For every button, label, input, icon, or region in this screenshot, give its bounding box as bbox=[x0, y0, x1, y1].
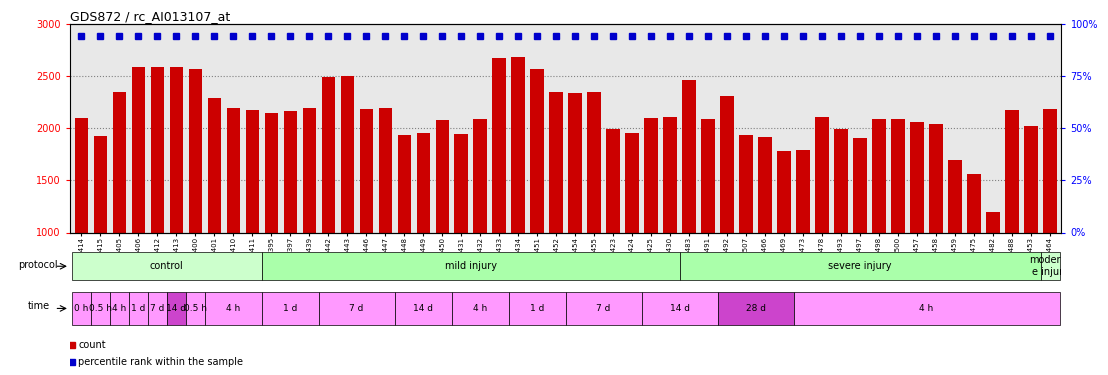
Bar bbox=[72, 252, 261, 280]
Bar bbox=[398, 135, 411, 337]
Bar bbox=[531, 69, 544, 337]
Text: 4 h: 4 h bbox=[920, 304, 934, 313]
Bar bbox=[683, 80, 696, 337]
Text: GDS872 / rc_AI013107_at: GDS872 / rc_AI013107_at bbox=[70, 10, 230, 23]
Text: 4 h: 4 h bbox=[112, 304, 126, 313]
Bar bbox=[379, 108, 392, 337]
Bar bbox=[1025, 126, 1038, 337]
Text: control: control bbox=[150, 261, 184, 271]
Text: 1 d: 1 d bbox=[131, 304, 145, 313]
Bar bbox=[265, 113, 278, 337]
Bar bbox=[911, 122, 924, 337]
Bar bbox=[930, 124, 943, 337]
Bar bbox=[948, 160, 962, 337]
Bar bbox=[664, 117, 677, 337]
Text: protocol: protocol bbox=[19, 260, 59, 270]
Bar bbox=[1005, 110, 1018, 337]
Bar bbox=[587, 92, 601, 337]
Bar bbox=[284, 111, 297, 337]
Bar bbox=[642, 292, 718, 325]
Bar bbox=[967, 174, 981, 337]
Bar bbox=[188, 69, 202, 337]
Bar bbox=[435, 120, 449, 337]
Bar bbox=[110, 292, 129, 325]
Bar bbox=[1044, 109, 1057, 337]
Bar bbox=[701, 119, 715, 337]
Bar bbox=[512, 57, 525, 337]
Bar bbox=[606, 129, 619, 337]
Bar bbox=[492, 58, 505, 337]
Bar bbox=[321, 78, 335, 337]
Bar bbox=[452, 292, 509, 325]
Text: 0.5 h: 0.5 h bbox=[184, 304, 207, 313]
Bar bbox=[565, 292, 642, 325]
Bar bbox=[91, 292, 110, 325]
Text: 14 d: 14 d bbox=[413, 304, 433, 313]
Bar bbox=[815, 117, 829, 337]
Bar bbox=[302, 108, 316, 337]
Bar bbox=[132, 67, 145, 337]
Text: 7 d: 7 d bbox=[349, 304, 363, 313]
Bar bbox=[626, 133, 639, 337]
Text: 7 d: 7 d bbox=[150, 304, 164, 313]
Bar bbox=[568, 93, 582, 337]
Bar bbox=[872, 119, 885, 337]
Bar bbox=[226, 108, 239, 337]
Bar bbox=[739, 135, 752, 337]
Bar bbox=[151, 67, 164, 337]
Bar bbox=[645, 118, 658, 337]
Bar bbox=[718, 292, 793, 325]
Text: 14 d: 14 d bbox=[669, 304, 689, 313]
Bar bbox=[246, 110, 259, 337]
Text: percentile rank within the sample: percentile rank within the sample bbox=[79, 357, 244, 368]
Bar bbox=[778, 152, 791, 337]
Bar bbox=[454, 134, 468, 337]
Bar bbox=[797, 150, 810, 337]
Bar bbox=[74, 118, 88, 337]
Bar bbox=[550, 92, 563, 337]
Bar bbox=[417, 133, 430, 337]
Text: count: count bbox=[79, 340, 106, 350]
Bar bbox=[186, 292, 205, 325]
Bar bbox=[113, 92, 126, 337]
Bar bbox=[205, 292, 261, 325]
Bar bbox=[207, 98, 220, 337]
Bar bbox=[853, 138, 866, 337]
Text: 0 h: 0 h bbox=[74, 304, 89, 313]
Text: 0.5 h: 0.5 h bbox=[89, 304, 112, 313]
Text: mild injury: mild injury bbox=[444, 261, 496, 271]
Bar bbox=[340, 76, 353, 337]
Bar bbox=[359, 109, 372, 337]
Bar bbox=[793, 292, 1059, 325]
Bar bbox=[129, 292, 147, 325]
Text: severe injury: severe injury bbox=[829, 261, 892, 271]
Text: 4 h: 4 h bbox=[226, 304, 240, 313]
Text: 14 d: 14 d bbox=[166, 304, 186, 313]
Text: 4 h: 4 h bbox=[473, 304, 488, 313]
Bar bbox=[170, 67, 183, 337]
Text: 1 d: 1 d bbox=[530, 304, 544, 313]
Bar bbox=[986, 211, 999, 337]
Bar bbox=[93, 136, 106, 337]
Bar bbox=[720, 96, 733, 337]
Bar bbox=[319, 292, 394, 325]
Text: time: time bbox=[28, 302, 50, 312]
Bar bbox=[1040, 252, 1059, 280]
Bar bbox=[147, 292, 166, 325]
Bar bbox=[834, 129, 848, 337]
Text: 7 d: 7 d bbox=[596, 304, 611, 313]
Text: moderat
e injury: moderat e injury bbox=[1029, 255, 1070, 277]
Bar bbox=[473, 119, 486, 337]
Bar bbox=[759, 137, 772, 337]
Text: 28 d: 28 d bbox=[746, 304, 766, 313]
Bar bbox=[509, 292, 566, 325]
Bar bbox=[261, 252, 679, 280]
Bar bbox=[394, 292, 452, 325]
Bar bbox=[679, 252, 1040, 280]
Text: 1 d: 1 d bbox=[283, 304, 297, 313]
Bar bbox=[261, 292, 319, 325]
Bar bbox=[166, 292, 186, 325]
Bar bbox=[892, 119, 905, 337]
Bar bbox=[72, 292, 91, 325]
